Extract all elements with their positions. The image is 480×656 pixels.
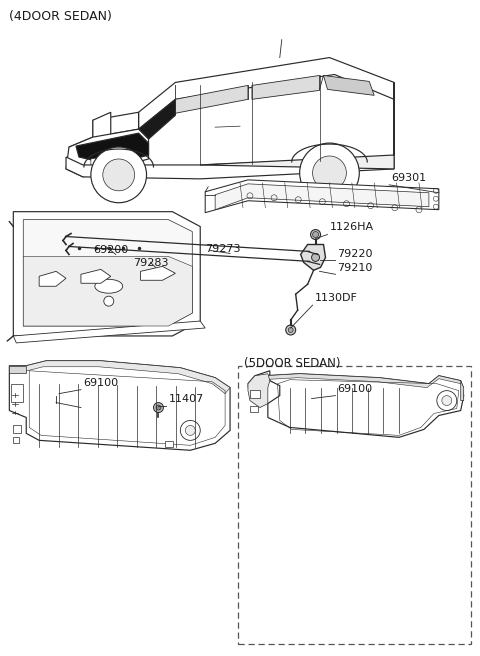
Polygon shape <box>139 99 175 139</box>
Circle shape <box>312 253 320 261</box>
Polygon shape <box>200 83 394 169</box>
Text: 1130DF: 1130DF <box>314 293 358 303</box>
Polygon shape <box>9 366 26 373</box>
Circle shape <box>312 232 319 237</box>
Polygon shape <box>461 380 464 401</box>
Text: 1126HA: 1126HA <box>329 222 373 232</box>
Polygon shape <box>141 266 175 280</box>
Polygon shape <box>324 75 374 95</box>
Text: 79283: 79283 <box>132 258 168 268</box>
Polygon shape <box>66 129 148 177</box>
Circle shape <box>104 297 114 306</box>
Bar <box>238 366 471 644</box>
Polygon shape <box>175 85 248 113</box>
Text: 69301: 69301 <box>391 173 426 183</box>
Circle shape <box>180 420 200 440</box>
Polygon shape <box>248 374 270 407</box>
Polygon shape <box>81 270 111 283</box>
Text: 79210: 79210 <box>337 263 373 274</box>
Polygon shape <box>300 245 325 270</box>
Text: 69100: 69100 <box>83 378 118 388</box>
Text: 69100: 69100 <box>337 384 372 394</box>
Bar <box>250 405 258 411</box>
Polygon shape <box>23 220 192 326</box>
Polygon shape <box>248 374 464 388</box>
Text: 79273: 79273 <box>205 245 240 255</box>
Polygon shape <box>139 58 394 129</box>
Polygon shape <box>39 272 66 286</box>
Circle shape <box>311 230 321 239</box>
Polygon shape <box>13 212 200 336</box>
Circle shape <box>286 325 296 335</box>
Text: 11407: 11407 <box>168 394 204 403</box>
Polygon shape <box>76 133 148 165</box>
Bar <box>166 441 173 447</box>
Bar <box>250 390 260 398</box>
Circle shape <box>300 143 360 203</box>
Circle shape <box>154 403 164 413</box>
Polygon shape <box>23 256 192 326</box>
Bar <box>13 426 21 434</box>
Bar <box>12 384 23 401</box>
Circle shape <box>312 156 347 190</box>
Circle shape <box>288 327 293 333</box>
Polygon shape <box>91 153 126 166</box>
Polygon shape <box>66 157 394 179</box>
Polygon shape <box>9 361 230 394</box>
Bar <box>13 438 19 443</box>
Ellipse shape <box>95 279 123 293</box>
Circle shape <box>156 405 161 410</box>
Text: 79220: 79220 <box>337 249 373 259</box>
Polygon shape <box>93 112 139 137</box>
Text: (4DOOR SEDAN): (4DOOR SEDAN) <box>9 10 112 23</box>
Polygon shape <box>9 361 230 450</box>
Polygon shape <box>248 371 464 438</box>
Polygon shape <box>205 180 439 213</box>
Polygon shape <box>252 75 320 99</box>
Circle shape <box>103 159 134 191</box>
Polygon shape <box>215 184 429 210</box>
Polygon shape <box>69 112 111 164</box>
Circle shape <box>91 147 146 203</box>
Text: (5DOOR SEDAN): (5DOOR SEDAN) <box>244 357 340 370</box>
Circle shape <box>437 390 457 411</box>
Circle shape <box>442 396 452 405</box>
Circle shape <box>185 426 195 436</box>
Text: 69200: 69200 <box>93 245 128 255</box>
Polygon shape <box>13 321 205 343</box>
